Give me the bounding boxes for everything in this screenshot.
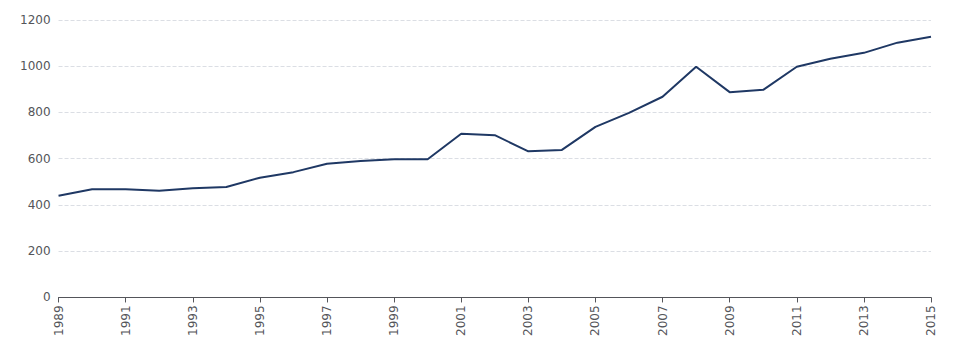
svg-text:1995: 1995 bbox=[253, 305, 267, 336]
svg-text:1997: 1997 bbox=[320, 305, 334, 336]
svg-text:2003: 2003 bbox=[521, 305, 535, 336]
svg-text:2011: 2011 bbox=[790, 305, 804, 336]
svg-text:800: 800 bbox=[28, 105, 51, 119]
svg-text:1989: 1989 bbox=[52, 305, 66, 336]
svg-text:2005: 2005 bbox=[588, 305, 602, 336]
svg-text:2009: 2009 bbox=[723, 305, 737, 336]
svg-text:2013: 2013 bbox=[857, 305, 871, 336]
svg-text:2015: 2015 bbox=[924, 305, 938, 336]
svg-text:1000: 1000 bbox=[20, 59, 51, 73]
svg-text:1991: 1991 bbox=[119, 305, 133, 336]
svg-text:400: 400 bbox=[28, 198, 51, 212]
svg-text:2001: 2001 bbox=[454, 305, 468, 336]
svg-text:2007: 2007 bbox=[656, 305, 670, 336]
svg-text:1993: 1993 bbox=[186, 305, 200, 336]
svg-text:600: 600 bbox=[28, 152, 51, 166]
svg-text:1999: 1999 bbox=[387, 305, 401, 336]
svg-text:0: 0 bbox=[43, 290, 51, 304]
svg-text:200: 200 bbox=[28, 244, 51, 258]
svg-text:1200: 1200 bbox=[20, 13, 51, 27]
